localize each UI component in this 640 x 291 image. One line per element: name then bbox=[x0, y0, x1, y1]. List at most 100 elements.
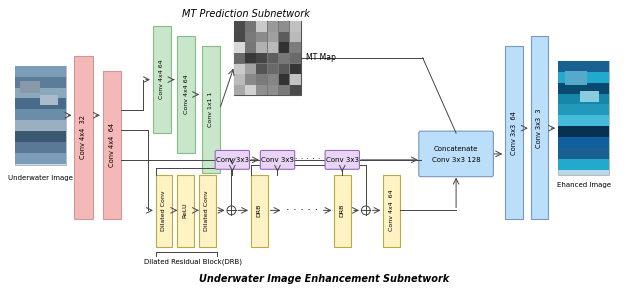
Bar bbox=[234, 42, 245, 53]
Text: Underwater Image Enhancement Subnetwork: Underwater Image Enhancement Subnetwork bbox=[200, 274, 450, 284]
Text: Conv 3x3  64: Conv 3x3 64 bbox=[511, 111, 517, 155]
Bar bbox=[531, 36, 548, 219]
Text: Conv 1x1 1: Conv 1x1 1 bbox=[208, 92, 213, 127]
Bar bbox=[245, 53, 256, 63]
Text: Conv 4x4  32: Conv 4x4 32 bbox=[80, 115, 86, 159]
Bar bbox=[245, 74, 256, 85]
Bar bbox=[15, 66, 65, 77]
Bar bbox=[245, 21, 256, 32]
Bar bbox=[278, 85, 289, 95]
Text: Conv 3x3 128: Conv 3x3 128 bbox=[432, 157, 481, 163]
FancyBboxPatch shape bbox=[260, 150, 294, 169]
Bar bbox=[15, 98, 65, 109]
Bar bbox=[257, 42, 268, 53]
Text: Conv 4x4  64: Conv 4x4 64 bbox=[109, 123, 115, 167]
Bar bbox=[234, 74, 245, 85]
Bar bbox=[245, 32, 256, 42]
Text: · · · · ·: · · · · · bbox=[286, 205, 318, 215]
Bar bbox=[558, 104, 609, 115]
Text: Conv 4x4 64: Conv 4x4 64 bbox=[159, 60, 164, 100]
Bar bbox=[20, 81, 40, 93]
Bar bbox=[15, 109, 65, 120]
Bar bbox=[383, 175, 400, 247]
Text: Underwater Image: Underwater Image bbox=[8, 175, 72, 181]
Bar bbox=[15, 131, 65, 142]
Text: Conv 4x4 64: Conv 4x4 64 bbox=[184, 75, 189, 114]
Text: Ehanced Image: Ehanced Image bbox=[557, 182, 611, 188]
Bar bbox=[234, 21, 245, 32]
Bar bbox=[290, 74, 301, 85]
Bar bbox=[290, 32, 301, 42]
Bar bbox=[251, 175, 268, 247]
Text: MT Map: MT Map bbox=[306, 53, 336, 62]
Bar bbox=[257, 64, 268, 74]
Bar bbox=[234, 64, 245, 74]
Text: Concatenate: Concatenate bbox=[434, 146, 478, 152]
Bar bbox=[558, 148, 609, 159]
Bar bbox=[74, 56, 93, 219]
Bar bbox=[257, 32, 268, 42]
Bar bbox=[177, 36, 195, 153]
Bar bbox=[278, 32, 289, 42]
Bar bbox=[278, 21, 289, 32]
Bar bbox=[103, 71, 122, 219]
Bar bbox=[290, 42, 301, 53]
Bar bbox=[278, 74, 289, 85]
Text: DRB: DRB bbox=[340, 204, 345, 217]
Bar bbox=[558, 61, 609, 175]
Bar bbox=[558, 159, 609, 170]
Bar bbox=[278, 42, 289, 53]
Bar bbox=[558, 61, 609, 72]
FancyBboxPatch shape bbox=[419, 131, 493, 177]
Bar bbox=[177, 175, 194, 247]
Bar bbox=[290, 21, 301, 32]
Bar bbox=[245, 42, 256, 53]
Bar bbox=[202, 46, 220, 173]
Bar bbox=[268, 74, 278, 85]
Bar bbox=[199, 175, 216, 247]
Bar bbox=[245, 64, 256, 74]
FancyBboxPatch shape bbox=[215, 150, 250, 169]
Bar bbox=[580, 91, 599, 102]
Bar bbox=[558, 126, 609, 137]
Bar bbox=[268, 53, 278, 63]
Bar bbox=[335, 175, 351, 247]
Bar bbox=[268, 85, 278, 95]
Bar bbox=[156, 175, 173, 247]
Text: Conv 3x3: Conv 3x3 bbox=[261, 157, 294, 163]
Bar bbox=[268, 42, 278, 53]
Text: MT Prediction Subnetwork: MT Prediction Subnetwork bbox=[182, 9, 310, 19]
Bar bbox=[558, 93, 609, 104]
Bar bbox=[505, 46, 523, 219]
Bar bbox=[290, 64, 301, 74]
Text: Conv 4x4  64: Conv 4x4 64 bbox=[389, 189, 394, 231]
Bar bbox=[257, 85, 268, 95]
Bar bbox=[278, 64, 289, 74]
Bar bbox=[15, 77, 65, 88]
Text: Dilated Residual Block(DRB): Dilated Residual Block(DRB) bbox=[144, 259, 242, 265]
Bar bbox=[268, 64, 278, 74]
Bar bbox=[40, 95, 58, 105]
Bar bbox=[234, 85, 245, 95]
Bar bbox=[565, 71, 587, 85]
Text: · · · · · ·: · · · · · · bbox=[289, 155, 321, 164]
Bar bbox=[234, 32, 245, 42]
Bar bbox=[245, 85, 256, 95]
Bar bbox=[15, 153, 65, 164]
Bar bbox=[268, 32, 278, 42]
Bar bbox=[257, 74, 268, 85]
Bar bbox=[234, 53, 245, 63]
Bar bbox=[15, 120, 65, 131]
Bar bbox=[290, 53, 301, 63]
Bar bbox=[153, 26, 170, 133]
Text: Dilated Conv: Dilated Conv bbox=[161, 190, 166, 231]
Bar bbox=[558, 115, 609, 126]
Bar bbox=[290, 85, 301, 95]
Bar bbox=[558, 72, 609, 83]
Text: Conv 3x3: Conv 3x3 bbox=[326, 157, 359, 163]
Bar bbox=[268, 21, 278, 32]
FancyBboxPatch shape bbox=[325, 150, 360, 169]
Bar bbox=[558, 137, 609, 148]
Text: DRB: DRB bbox=[257, 204, 261, 217]
Bar bbox=[558, 83, 609, 93]
